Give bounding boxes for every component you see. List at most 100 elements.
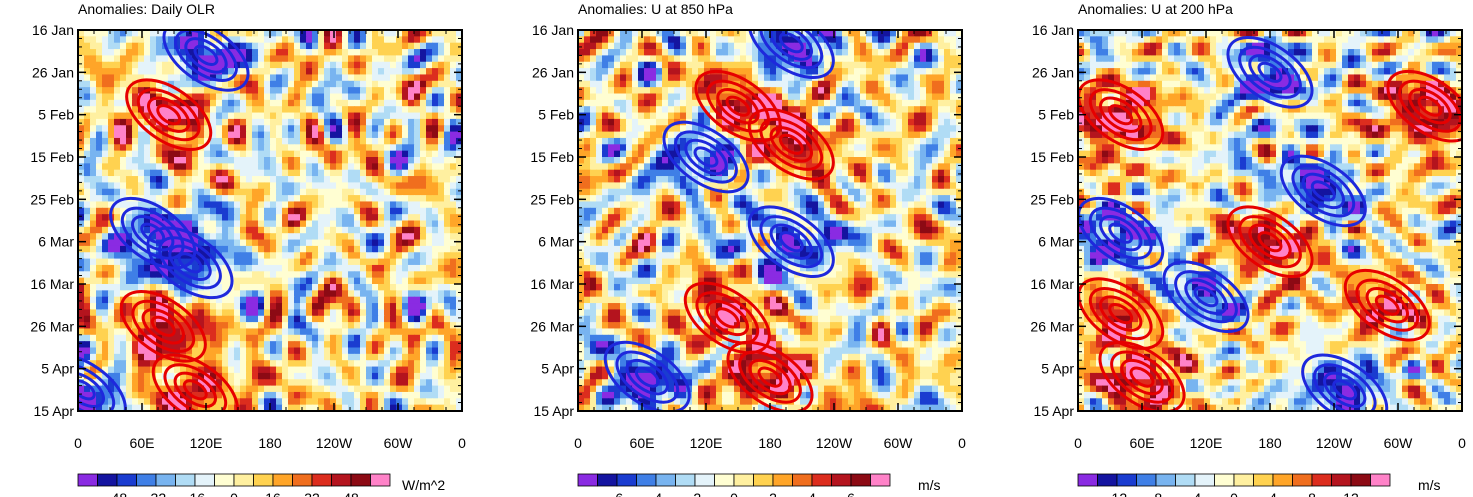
heatmap-cell [354,207,361,215]
heatmap-cell [318,131,325,139]
heatmap-cell [108,233,115,241]
heatmap-cell [402,353,409,361]
heatmap-cell [390,264,397,272]
heatmap-cell [234,277,241,285]
heatmap-cell [342,264,349,272]
heatmap-cell [156,379,163,387]
heatmap-cell [366,366,373,374]
heatmap-cell [366,36,373,44]
heatmap-cell [746,68,753,76]
heatmap-cell [414,366,421,374]
heatmap-cell [240,195,247,203]
heatmap-cell [132,347,139,355]
heatmap-cell [354,42,361,50]
heatmap-cell [692,61,699,69]
heatmap-cell [456,334,462,342]
heatmap-cell [228,99,235,107]
heatmap-cell [752,42,759,50]
heatmap-cell [420,334,427,342]
heatmap-cell [306,284,313,291]
heatmap-cell [306,258,313,266]
heatmap-cell [590,106,597,114]
heatmap-cell [896,49,903,56]
heatmap-cell [210,353,217,361]
heatmap-cell [920,68,927,76]
heatmap-cell [96,125,103,133]
heatmap-cell [360,137,367,145]
heatmap-cell [150,30,157,37]
heatmap-cell [348,360,355,368]
heatmap-cell [330,290,337,298]
heatmap-cell [438,277,445,285]
heatmap-cell [378,284,385,291]
heatmap-cell [126,322,133,330]
heatmap-cell [282,372,289,380]
heatmap-cell [270,42,277,50]
heatmap-cell [746,42,753,50]
heatmap-cell [264,157,271,164]
heatmap-cell [78,341,85,349]
heatmap-cell [372,68,379,76]
heatmap-cell [378,118,385,126]
heatmap-cell [632,42,639,50]
heatmap-cell [126,30,133,37]
heatmap-cell [240,87,247,95]
heatmap-cell [228,55,235,63]
heatmap-cell [150,144,157,152]
heatmap-cell [126,55,133,63]
heatmap-cell [878,61,885,69]
heatmap-cell [252,264,259,272]
heatmap-cell [288,226,295,234]
heatmap-cell [240,112,247,120]
heatmap-cell [96,195,103,203]
heatmap-cell [408,207,415,215]
heatmap-cell [324,106,331,114]
heatmap-cell [692,99,699,107]
heatmap-cell [620,80,627,88]
heatmap-cell [698,55,705,63]
heatmap-cell [156,157,163,164]
heatmap-cell [390,49,397,56]
heatmap-cell [168,201,175,209]
heatmap-cell [126,284,133,291]
heatmap-field [78,30,462,411]
heatmap-cell [956,36,962,44]
heatmap-cell [96,391,103,399]
heatmap-cell [956,99,962,107]
heatmap-cell [294,182,301,190]
heatmap-cell [300,144,307,152]
heatmap-cell [402,341,409,349]
heatmap-cell [950,112,957,120]
heatmap-cell [366,315,373,323]
heatmap-cell [252,366,259,374]
heatmap-cell [132,169,139,177]
heatmap-cell [282,106,289,114]
heatmap-cell [270,36,277,44]
heatmap-cell [456,207,462,215]
heatmap-cell [432,131,439,139]
heatmap-cell [252,176,259,183]
heatmap-cell [168,188,175,196]
heatmap-cell [240,341,247,349]
heatmap-cell [162,220,169,228]
heatmap-cell [186,379,193,387]
heatmap-cell [78,226,85,234]
heatmap-cell [222,252,229,260]
heatmap-cell [812,55,819,63]
heatmap-cell [830,93,837,101]
heatmap-cell [192,207,199,215]
heatmap-cell [210,36,217,44]
heatmap-cell [258,201,265,209]
heatmap-cell [228,36,235,44]
heatmap-cell [156,176,163,183]
heatmap-cell [318,239,325,247]
heatmap-cell [288,49,295,56]
heatmap-cell [270,220,277,228]
heatmap-cell [366,372,373,380]
heatmap-cell [342,150,349,158]
heatmap-cell [372,118,379,126]
heatmap-cell [408,125,415,133]
heatmap-cell [438,80,445,88]
heatmap-cell [108,188,115,196]
heatmap-cell [300,258,307,266]
